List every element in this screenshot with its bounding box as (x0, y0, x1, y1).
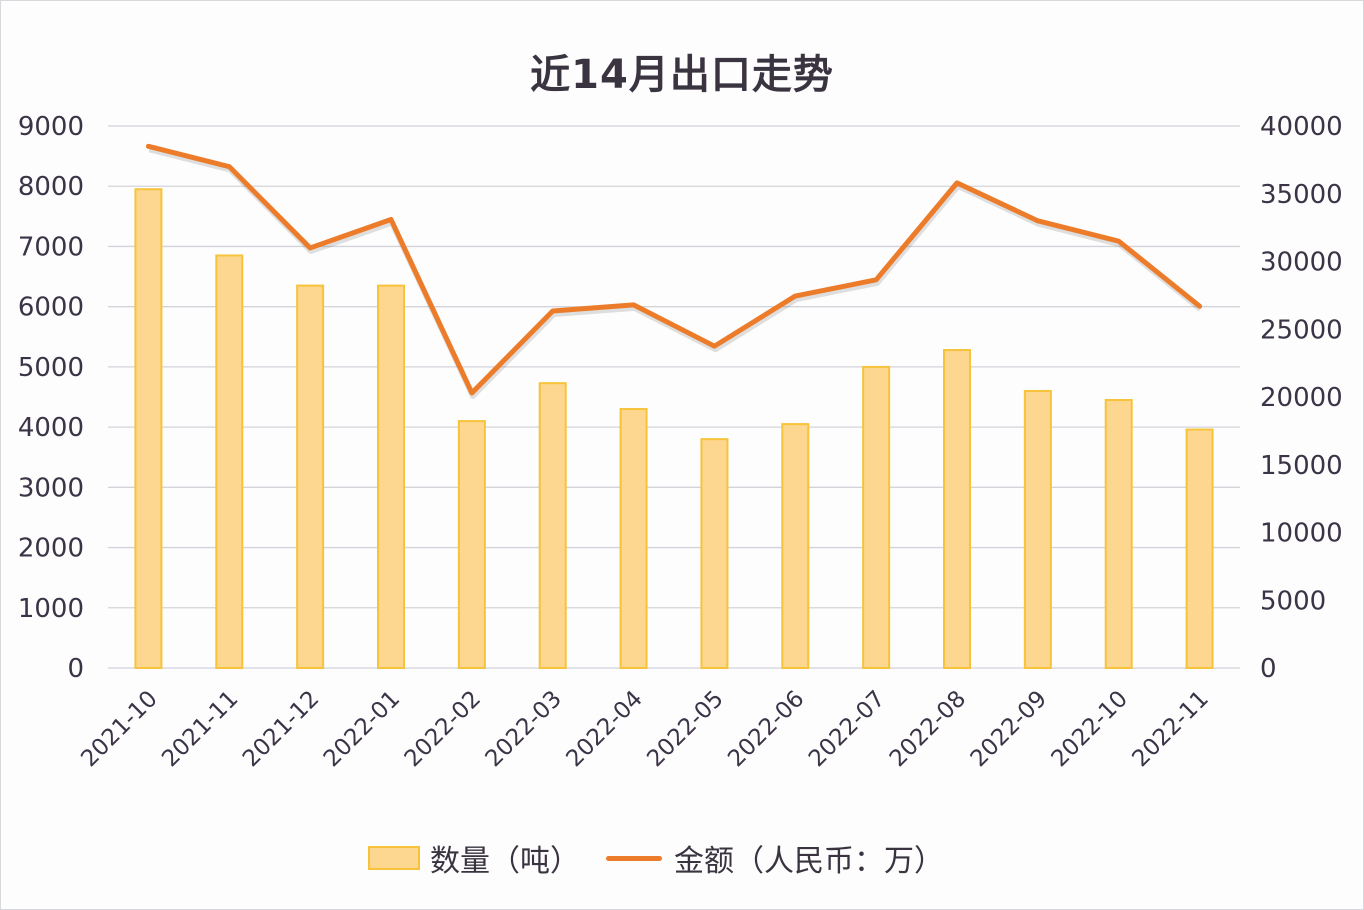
bar-2022-07 (862, 365, 891, 669)
bar-2022-02 (457, 420, 486, 670)
left-y-tick: 8000 (18, 172, 84, 202)
legend-line-swatch-icon (606, 855, 662, 861)
legend: 数量（吨） 金额（人民币：万） (368, 838, 944, 879)
left-y-tick: 4000 (18, 413, 84, 443)
x-tick-label: 2022-09 (966, 686, 1052, 772)
right-y-tick: 5000 (1260, 586, 1326, 616)
x-tick-label: 2022-01 (319, 686, 405, 772)
left-y-tick: 7000 (18, 232, 84, 262)
gridlines (108, 125, 1240, 669)
x-tick-label: 2022-05 (642, 686, 728, 772)
bar-2021-10 (134, 188, 163, 669)
x-tick-label: 2022-08 (885, 686, 971, 772)
line-series-amount (145, 143, 1203, 399)
right-y-tick: 20000 (1260, 383, 1343, 413)
x-axis: 2021-102021-112021-122022-012022-022022-… (76, 686, 1213, 772)
x-tick-label: 2022-06 (723, 686, 809, 772)
left-y-tick: 3000 (18, 473, 84, 503)
right-y-tick: 35000 (1260, 180, 1343, 210)
left-y-tick: 9000 (18, 112, 84, 142)
left-y-tick: 2000 (18, 534, 84, 564)
right-y-tick: 15000 (1260, 451, 1343, 481)
bar-2022-06 (781, 423, 810, 669)
legend-bar-label: 数量（吨） (430, 844, 580, 879)
x-tick-label: 2021-10 (76, 686, 162, 772)
x-tick-label: 2022-02 (400, 686, 486, 772)
x-tick-label: 2022-11 (1127, 686, 1213, 772)
x-tick-label: 2021-11 (157, 686, 243, 772)
bar-2022-03 (538, 382, 567, 669)
left-y-tick: 0 (67, 654, 84, 684)
bar-2022-11 (1185, 428, 1214, 669)
right-y-tick: 40000 (1260, 112, 1343, 142)
chart-title: 近14月出口走势 (530, 52, 834, 98)
x-tick-label: 2022-03 (481, 686, 567, 772)
left-y-tick: 5000 (18, 353, 84, 383)
bar-series-quantity (134, 188, 1214, 670)
left-y-tick: 6000 (18, 293, 84, 323)
left-y-axis: 0 1000 2000 3000 4000 5000 6000 7000 8000 9000 (18, 112, 84, 684)
bar-2022-01 (377, 284, 405, 669)
legend-bar-swatch-icon (368, 846, 420, 870)
x-tick-label: 2022-04 (561, 686, 647, 772)
bar-2022-05 (700, 438, 729, 669)
x-tick-label: 2022-07 (804, 686, 890, 772)
x-tick-label: 2021-12 (238, 686, 324, 772)
amount-line (145, 143, 1203, 396)
bar-2022-10 (1104, 399, 1133, 669)
left-y-tick: 1000 (18, 594, 84, 624)
legend-line-label: 金额（人民币：万） (674, 844, 944, 879)
x-tick-label: 2022-10 (1047, 686, 1133, 772)
bar-2021-12 (296, 284, 325, 669)
right-y-axis: 0 5000 10000 15000 20000 25000 30000 35000 40000 (1260, 112, 1343, 684)
right-y-tick: 30000 (1260, 248, 1343, 278)
bar-2022-09 (1023, 389, 1052, 669)
bar-2022-08 (943, 349, 971, 669)
right-y-tick: 10000 (1260, 519, 1343, 549)
bar-2022-04 (619, 408, 648, 669)
right-y-tick: 25000 (1260, 315, 1343, 345)
right-y-tick: 0 (1260, 654, 1277, 684)
bar-2021-11 (215, 254, 244, 669)
